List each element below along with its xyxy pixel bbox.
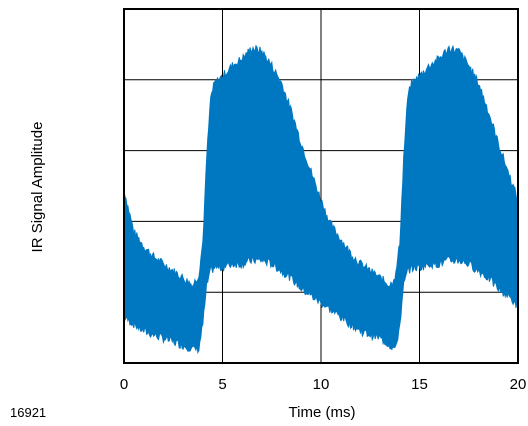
x-tick-label-4: 20 (510, 376, 527, 393)
x-tick-label-0: 0 (120, 376, 128, 393)
x-tick-label-1: 5 (218, 376, 226, 393)
x-axis-label: Time (ms) (289, 404, 356, 421)
figure-id: 16921 (10, 405, 46, 420)
plot-frame (123, 8, 519, 364)
x-tick-labels: 0 5 10 15 20 (120, 376, 527, 393)
x-tick-label-3: 15 (411, 376, 428, 393)
y-axis-label: IR Signal Amplitude (29, 122, 46, 253)
x-tick-label-2: 10 (313, 376, 330, 393)
